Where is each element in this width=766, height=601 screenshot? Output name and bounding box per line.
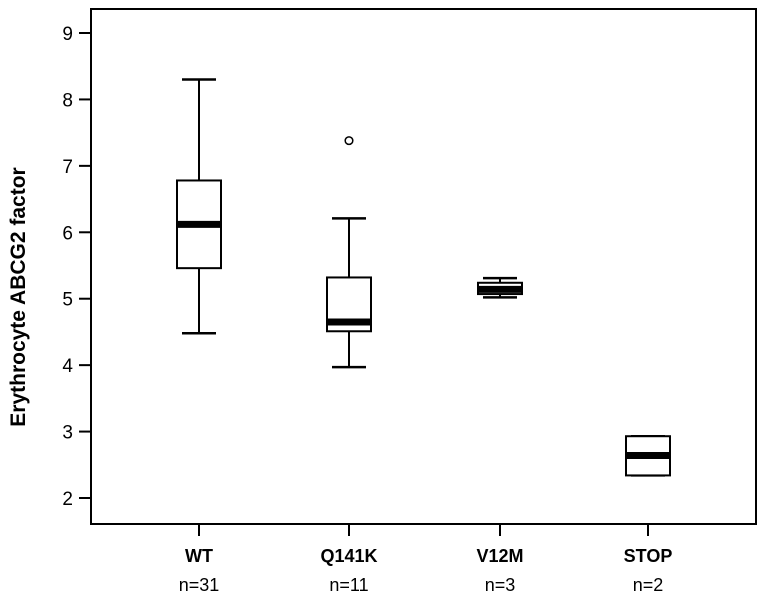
y-tick-label: 9 xyxy=(62,24,73,45)
y-tick-label: 8 xyxy=(62,90,73,111)
y-tick-label: 4 xyxy=(62,356,73,377)
x-sample-size-label: n=31 xyxy=(179,575,220,595)
box-group-wt xyxy=(176,78,222,335)
x-axis-labels: WT n=31 Q141K n=11 V12M n=3 STOP n=2 xyxy=(179,524,673,595)
plot-frame xyxy=(90,8,757,525)
box-group-v12m xyxy=(477,276,523,299)
x-sample-size-label: n=3 xyxy=(485,575,516,595)
y-tick-label: 5 xyxy=(62,290,73,311)
x-category-label: WT xyxy=(185,546,213,566)
x-category-label: V12M xyxy=(476,546,523,566)
y-axis-title: Erythrocyte ABCG2 factor xyxy=(7,167,30,426)
y-tick-label: 2 xyxy=(62,489,73,510)
x-category-label: STOP xyxy=(624,546,673,566)
y-tick-label: 6 xyxy=(62,223,73,244)
y-tick-label: 3 xyxy=(62,423,73,444)
y-tick-label: 7 xyxy=(62,157,73,178)
box-group-stop xyxy=(625,434,671,477)
boxes xyxy=(176,78,671,477)
x-category-label: Q141K xyxy=(320,546,377,566)
box-group-q141k xyxy=(326,136,372,369)
y-axis: 2 3 4 5 6 7 8 9 xyxy=(62,24,91,510)
outlier-point xyxy=(344,136,354,146)
x-sample-size-label: n=2 xyxy=(633,575,664,595)
x-sample-size-label: n=11 xyxy=(329,575,368,595)
